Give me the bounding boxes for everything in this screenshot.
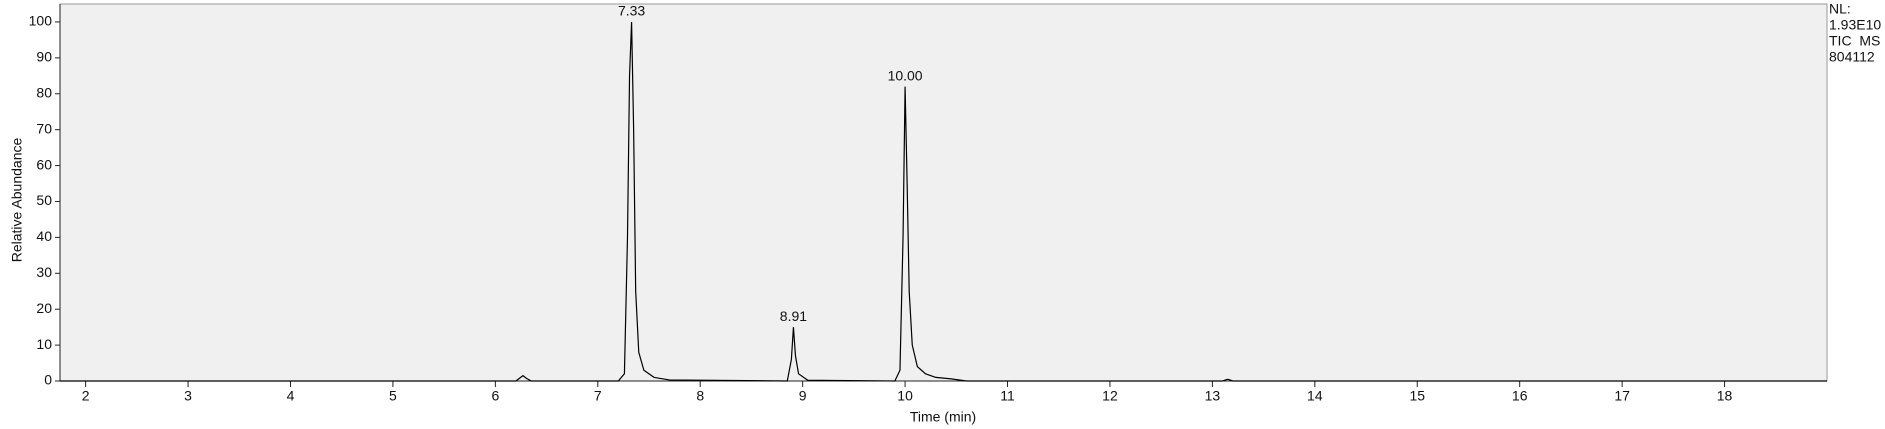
- x-tick-label: 11: [1000, 388, 1015, 404]
- x-tick-label: 14: [1307, 388, 1323, 404]
- y-tick-label: 50: [36, 192, 52, 208]
- x-tick-label: 6: [491, 388, 499, 404]
- x-tick-label: 18: [1717, 388, 1733, 404]
- x-tick-label: 9: [799, 388, 807, 404]
- side-label: 804112: [1829, 49, 1875, 65]
- x-tick-label: 16: [1512, 388, 1528, 404]
- x-tick-label: 3: [184, 388, 192, 404]
- x-tick-label: 2: [82, 388, 90, 404]
- y-axis-label: Relative Abundance: [9, 138, 25, 263]
- x-tick-label: 12: [1102, 388, 1118, 404]
- plot-area: [59, 3, 1828, 382]
- x-tick-label: 13: [1205, 388, 1221, 404]
- x-tick-label: 5: [389, 388, 397, 404]
- x-tick-label: 17: [1614, 388, 1630, 404]
- y-tick-label: 20: [36, 300, 52, 316]
- x-tick-label: 8: [696, 388, 704, 404]
- y-tick-label: 60: [36, 156, 52, 172]
- side-label: 1.93E10: [1829, 17, 1881, 33]
- x-tick-label: 7: [594, 388, 602, 404]
- y-tick-label: 40: [36, 228, 52, 244]
- x-tick-label: 10: [897, 388, 913, 404]
- y-tick-label: 70: [36, 120, 52, 136]
- y-tick-label: 0: [44, 372, 52, 388]
- y-tick-label: 90: [36, 49, 52, 65]
- x-tick-label: 4: [287, 388, 295, 404]
- y-tick-label: 30: [36, 264, 52, 280]
- x-axis-label: Time (min): [910, 409, 976, 425]
- side-label: NL:: [1829, 1, 1851, 17]
- peak-label: 7.33: [618, 3, 645, 19]
- peak-label: 8.91: [780, 308, 807, 324]
- peak-label: 10.00: [888, 67, 923, 83]
- side-label: TIC MS: [1829, 33, 1880, 49]
- trace-line: [60, 21, 1827, 382]
- y-tick-label: 10: [36, 336, 52, 352]
- y-tick-label: 100: [29, 13, 53, 29]
- x-tick-label: 15: [1409, 388, 1425, 404]
- y-tick-label: 80: [36, 84, 52, 100]
